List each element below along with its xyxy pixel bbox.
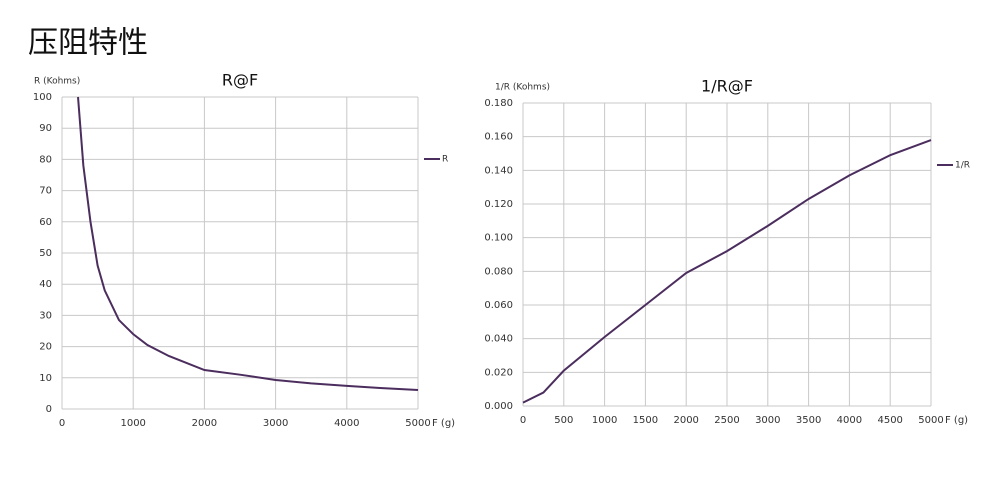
x-tick-label: 0 (520, 415, 526, 426)
x-tick-label: 1500 (633, 415, 658, 426)
y-tick-label: 50 (39, 248, 52, 259)
line (77, 96, 419, 391)
y-tick-label: 30 (39, 310, 52, 321)
x-tick-label: 5000 (918, 415, 943, 426)
x-tick-label: 500 (554, 415, 573, 426)
y-tick-label: 0 (46, 404, 52, 415)
x-tick-label: 3000 (755, 415, 780, 426)
page-title: 压阻特性 (28, 26, 148, 61)
x-tick-label: 0 (59, 418, 65, 429)
line (522, 139, 932, 404)
y-axis-label: R (Kohms) (34, 77, 80, 87)
y-tick-label: 70 (39, 186, 52, 197)
y-tick-label: 90 (39, 123, 52, 134)
x-tick-label: 5000 (405, 418, 430, 429)
y-tick-label: 0.120 (484, 199, 513, 210)
y-axis-label: 1/R (Kohms) (495, 83, 550, 93)
x-tick-label: 1000 (592, 415, 617, 426)
y-tick-label: 0.180 (484, 98, 513, 109)
x-tick-label: 4000 (334, 418, 359, 429)
x-axis-label: F (g) (432, 418, 455, 429)
y-tick-label: 0.060 (484, 300, 513, 311)
chart-title: R@F (222, 71, 258, 90)
chart-title: 1/R@F (701, 77, 753, 96)
legend-label: R (442, 155, 448, 165)
y-tick-label: 0.020 (484, 367, 513, 378)
y-tick-label: 60 (39, 217, 52, 228)
x-tick-label: 2000 (673, 415, 698, 426)
y-tick-label: 0.040 (484, 334, 513, 345)
x-tick-label: 2500 (714, 415, 739, 426)
y-tick-label: 10 (39, 373, 52, 384)
y-tick-label: 0.000 (484, 401, 513, 412)
x-tick-label: 4500 (877, 415, 902, 426)
y-tick-label: 20 (39, 342, 52, 353)
legend-label: 1/R (955, 161, 970, 171)
y-tick-label: 40 (39, 279, 52, 290)
y-tick-label: 100 (33, 92, 52, 103)
x-tick-label: 3000 (263, 418, 288, 429)
y-tick-label: 0.080 (484, 266, 513, 277)
x-tick-label: 3500 (796, 415, 821, 426)
x-tick-label: 2000 (192, 418, 217, 429)
x-tick-label: 1000 (120, 418, 145, 429)
y-tick-label: 0.140 (484, 165, 513, 176)
y-tick-label: 0.100 (484, 233, 513, 244)
y-tick-label: 0.160 (484, 132, 513, 143)
x-tick-label: 4000 (837, 415, 862, 426)
x-axis-label: F (g) (945, 415, 968, 426)
y-tick-label: 80 (39, 154, 52, 165)
